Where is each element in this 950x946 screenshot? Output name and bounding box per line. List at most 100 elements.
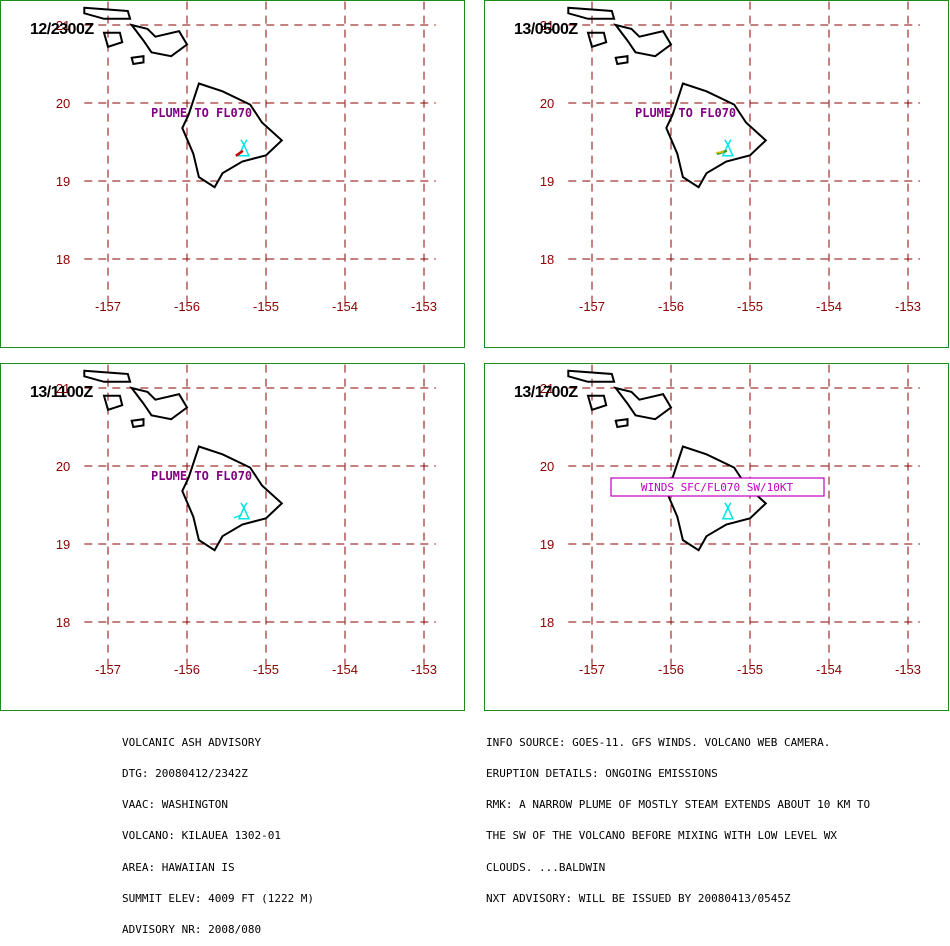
map-panel-3: -157 -156 -155 -154 -153 21 20 19 18 PLUME TO FL0… [0, 363, 465, 711]
advisory-line: DTG: 20080412/2342Z [122, 767, 248, 781]
coastline-bigIsland [665, 82, 768, 189]
longitude-tick-label: -155 [253, 662, 279, 677]
latitude-tick-label: 18 [540, 252, 554, 267]
plume-annotation: PLUME TO FL070 [635, 106, 736, 120]
longitude-tick-label: -157 [579, 662, 605, 677]
map-layer: -157 -156 -155 -154 -153 21 20 19 18 PLUME TO FL0… [56, 364, 437, 677]
volcano-vent-icon [724, 502, 732, 510]
map-canvas: -157 -156 -155 -154 -153 21 20 19 18 PLUME TO FL0… [56, 1, 437, 314]
panel-time-label: 13/0500Z [514, 21, 578, 38]
panel-time-label: 12/2300Z [30, 21, 94, 38]
coastline-bigIsland [181, 445, 284, 552]
latitude-tick-label: 20 [56, 459, 70, 474]
advisory-line: THE SW OF THE VOLCANO BEFORE MIXING WITH… [486, 829, 837, 843]
map-panel-4: -157 -156 -155 -154 -153 21 20 19 18 WINDS SFC/FL… [484, 363, 949, 711]
coastline-molokai [83, 6, 132, 20]
longitude-tick-label: -156 [658, 299, 684, 314]
latitude-tick-label: 21 [56, 18, 70, 33]
latitude-tick-label: 19 [540, 537, 554, 552]
longitude-tick-label: -155 [737, 662, 763, 677]
latitude-tick-label: 21 [540, 381, 554, 396]
map-layer: -157 -156 -155 -154 -153 21 20 19 18 PLUME TO FL0… [540, 1, 921, 314]
longitude-tick-label: -157 [579, 299, 605, 314]
latitude-tick-label: 20 [540, 459, 554, 474]
longitude-tick-label: -154 [332, 299, 358, 314]
advisory-line: SUMMIT ELEV: 4009 FT (1222 M) [122, 891, 315, 905]
advisory-line: ADVISORY NR: 2008/080 [122, 923, 262, 937]
coastline-lanai [102, 394, 124, 412]
advisory-line: NXT ADVISORY: WILL BE ISSUED BY 20080413… [486, 891, 791, 905]
map-panel-1: -157 -156 -155 -154 -153 21 20 19 18 PLUME TO FL0… [0, 0, 465, 348]
wind-annotation: WINDS SFC/FL070 SW/10KT [641, 481, 794, 494]
map-layer: -157 -156 -155 -154 -153 21 20 19 18 PLUME TO FL0… [56, 1, 437, 314]
latitude-tick-label: 21 [540, 18, 554, 33]
plume-trace [715, 151, 724, 154]
map-canvas: -157 -156 -155 -154 -153 21 20 19 18 WINDS SFC/FL… [540, 364, 921, 677]
coastline-lanai [586, 31, 608, 49]
panel-time-label: 13/1700Z [514, 384, 578, 401]
advisory-line: VOLCANO: KILAUEA 1302-01 [122, 829, 281, 843]
coastline-kahoolawe [614, 418, 629, 429]
coastline-molokai [83, 369, 132, 383]
plume-annotation: PLUME TO FL070 [151, 469, 252, 483]
coastline-bigIsland [181, 82, 284, 189]
longitude-tick-label: -156 [658, 662, 684, 677]
map-canvas: -157 -156 -155 -154 -153 21 20 19 18 PLUME TO FL0… [540, 1, 921, 314]
longitude-tick-label: -154 [816, 299, 842, 314]
longitude-tick-label: -155 [737, 299, 763, 314]
advisory-line: AREA: HAWAIIAN IS [122, 860, 235, 874]
longitude-tick-label: -157 [95, 662, 121, 677]
panel-time-label: 13/1100Z [30, 384, 93, 401]
latitude-tick-label: 18 [56, 252, 70, 267]
coastline-maui [129, 23, 189, 58]
map-layer: -157 -156 -155 -154 -153 21 20 19 18 WINDS SFC/FL… [540, 364, 921, 677]
latitude-tick-label: 18 [56, 615, 70, 630]
plume-trace [233, 514, 243, 519]
coastline-maui [129, 386, 189, 421]
advisory-line: ERUPTION DETAILS: ONGOING EMISSIONS [486, 767, 718, 781]
wind-annotation-box [610, 477, 825, 497]
plume-trace [235, 149, 244, 157]
coastline-molokai [567, 6, 616, 20]
volcano-vent-icon [240, 139, 248, 147]
latitude-tick-label: 21 [56, 381, 70, 396]
plume-annotation: PLUME TO FL070 [151, 106, 252, 120]
coastline-bigIsland [665, 445, 768, 552]
longitude-tick-label: -154 [816, 662, 842, 677]
longitude-tick-label: -157 [95, 299, 121, 314]
coastline-maui [613, 386, 673, 421]
latitude-tick-label: 19 [540, 174, 554, 189]
advisory-line: CLOUDS. ...BALDWIN [486, 860, 606, 874]
map-canvas: -157 -156 -155 -154 -153 21 20 19 18 PLUME TO FL0… [56, 364, 437, 677]
longitude-tick-label: -156 [174, 299, 200, 314]
latitude-tick-label: 20 [540, 96, 554, 111]
latitude-tick-label: 20 [56, 96, 70, 111]
map-panel-2: -157 -156 -155 -154 -153 21 20 19 18 PLUME TO FL0… [484, 0, 949, 348]
coastline-kahoolawe [130, 418, 145, 429]
longitude-tick-label: -153 [895, 299, 921, 314]
volcano-marker [237, 142, 251, 157]
longitude-tick-label: -153 [411, 662, 437, 677]
volcano-vent-icon [724, 139, 732, 147]
advisory-info-left: VOLCANIC ASH ADVISORY DTG: 20080412/2342… [122, 717, 314, 946]
coastline-lanai [102, 31, 124, 49]
volcano-marker [237, 505, 251, 520]
latitude-tick-label: 18 [540, 615, 554, 630]
longitude-tick-label: -153 [411, 299, 437, 314]
coastline-kahoolawe [614, 55, 629, 66]
coastline-lanai [586, 394, 608, 412]
volcano-vent-icon [240, 502, 248, 510]
advisory-line: INFO SOURCE: GOES-11. GFS WINDS. VOLCANO… [486, 735, 831, 749]
advisory-info-right: INFO SOURCE: GOES-11. GFS WINDS. VOLCANO… [486, 717, 870, 915]
latitude-tick-label: 19 [56, 174, 70, 189]
longitude-tick-label: -154 [332, 662, 358, 677]
advisory-line: VOLCANIC ASH ADVISORY [122, 735, 262, 749]
longitude-tick-label: -156 [174, 662, 200, 677]
longitude-tick-label: -155 [253, 299, 279, 314]
coastline-maui [613, 23, 673, 58]
volcano-marker [721, 505, 735, 520]
latitude-tick-label: 19 [56, 537, 70, 552]
coastline-molokai [567, 369, 616, 383]
longitude-tick-label: -153 [895, 662, 921, 677]
advisory-line: VAAC: WASHINGTON [122, 798, 228, 812]
